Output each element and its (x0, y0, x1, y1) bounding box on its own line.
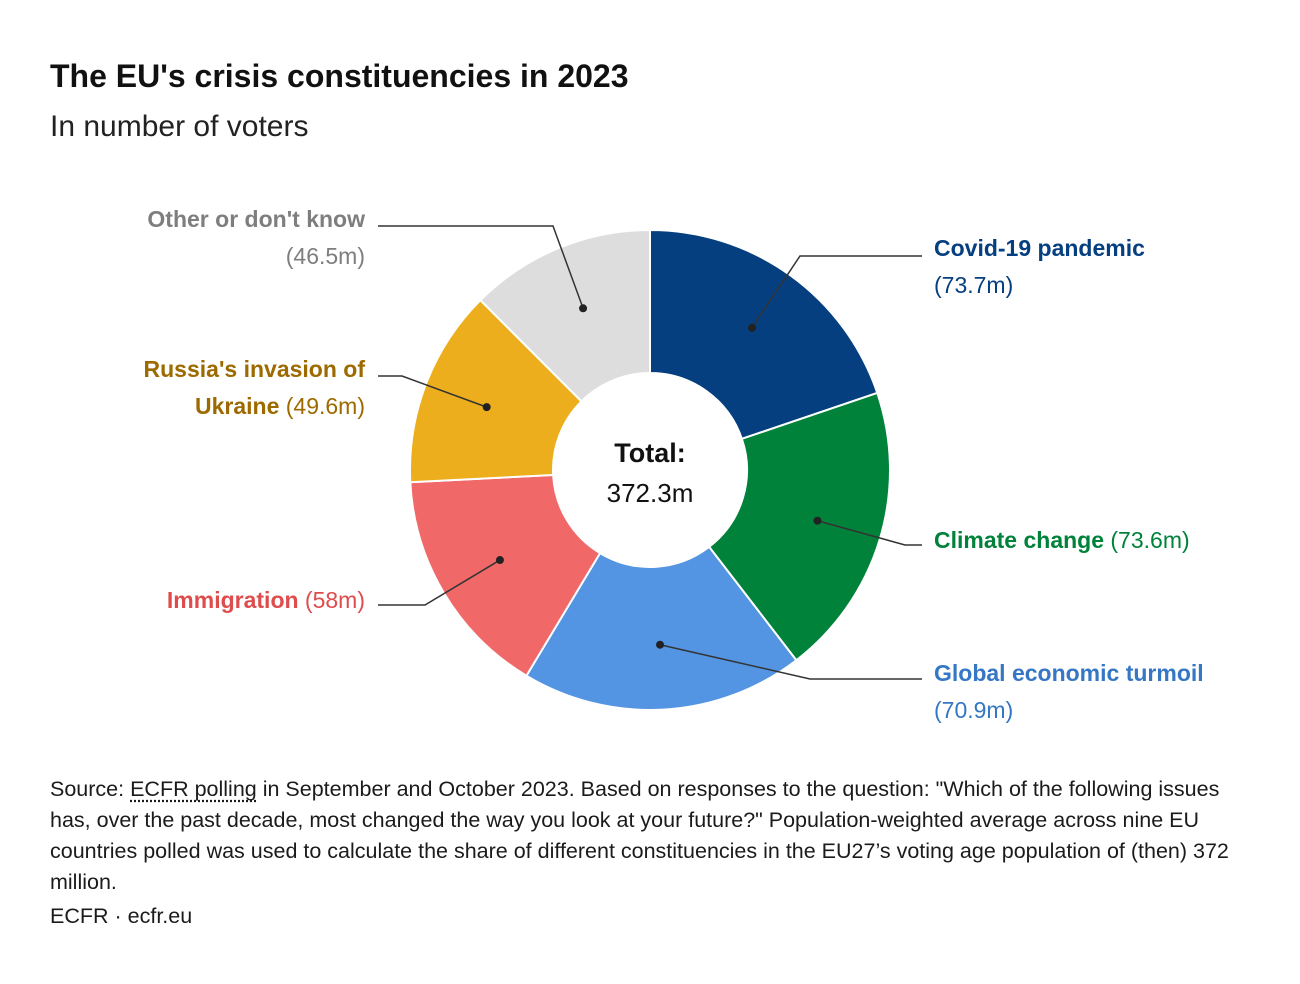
slice-label-other-or-don-t-know-line2: (46.5m) (286, 243, 365, 269)
leader-line-climate-change (817, 520, 922, 546)
leader-line-immigration (378, 559, 501, 606)
leader-dot-climate-change (813, 516, 822, 525)
source-prefix: Source: (50, 777, 131, 801)
center-total-label: Total: (614, 438, 685, 468)
slice-value-immigration: (58m) (299, 587, 365, 613)
slice-label-other-or-don-t-know: Other or don't know (147, 206, 365, 232)
leader-line-russia-s-invasion-of-ukraine (378, 375, 487, 408)
leader-line-global-economic-turmoil (659, 643, 922, 680)
slice-global-economic-turmoil (525, 545, 798, 711)
slice-immigration (409, 473, 602, 678)
slice-value-other-or-don-t-know: (46.5m) (286, 243, 365, 269)
slice-name-russia-s-invasion-of-ukraine: Russia's invasion of (144, 356, 366, 382)
leader-line-covid-19-pandemic (751, 255, 922, 329)
slice-value-climate-change: (73.6m) (1104, 527, 1190, 553)
leader-dot-global-economic-turmoil (656, 640, 665, 649)
slice-name-global-economic-turmoil: Global economic turmoil (934, 660, 1204, 686)
slice-name-other-or-don-t-know: Other or don't know (147, 206, 365, 232)
slice-label-global-economic-turmoil: Global economic turmoil (934, 660, 1204, 686)
slice-russia-s-invasion-of-ukraine (409, 298, 583, 484)
slice-climate-change (707, 391, 891, 662)
credit-line: ECFR · ecfr.eu (50, 904, 193, 928)
source-link[interactable]: ECFR polling (130, 777, 257, 801)
leader-dot-other-or-don-t-know (579, 304, 588, 313)
slice-label-global-economic-turmoil-line2: (70.9m) (934, 697, 1013, 723)
slice-label-group: Covid-19 pandemic (73.7m) Climate change (… (144, 206, 1204, 723)
source-note: Source: ECFR polling in September and Oc… (50, 774, 1260, 898)
slice-label-climate-change: Climate change (73.6m) (934, 527, 1190, 553)
slice-label-russia-s-invasion-of-ukraine-line2: Ukraine (49.6m) (195, 393, 365, 419)
slice-name-climate-change: Climate change (934, 527, 1104, 553)
leader-dot-immigration (495, 556, 504, 565)
leader-dot-russia-s-invasion-of-ukraine (482, 403, 491, 412)
slice-value-global-economic-turmoil: (70.9m) (934, 697, 1013, 723)
center-total-value: 372.3m (607, 478, 694, 508)
leader-line-group (378, 225, 922, 680)
slice-label-immigration: Immigration (58m) (167, 587, 365, 613)
slice-value-covid-19-pandemic: (73.7m) (934, 272, 1013, 298)
slice-label-covid-19-pandemic: Covid-19 pandemic (934, 235, 1145, 261)
slice-name-covid-19-pandemic: Covid-19 pandemic (934, 235, 1145, 261)
leader-line-other-or-don-t-know (378, 225, 584, 309)
source-text: in September and October 2023. Based on … (50, 777, 1229, 894)
slice-other-or-don-t-know (478, 228, 651, 403)
slice-label-covid-19-pandemic-line2: (73.7m) (934, 272, 1013, 298)
slice-group (409, 228, 891, 711)
slice-name-immigration: Immigration (167, 587, 299, 613)
slice-value-russia-s-invasion-of-ukraine: (49.6m) (279, 393, 365, 419)
chart-title: The EU's crisis constituencies in 2023 (50, 58, 629, 94)
slice-name-russia-s-invasion-of-ukraine: Ukraine (195, 393, 279, 419)
chart-subtitle: In number of voters (50, 110, 309, 143)
leader-dot-covid-19-pandemic (747, 323, 756, 332)
slice-covid-19-pandemic (649, 228, 879, 441)
slice-label-russia-s-invasion-of-ukraine: Russia's invasion of (144, 356, 366, 382)
